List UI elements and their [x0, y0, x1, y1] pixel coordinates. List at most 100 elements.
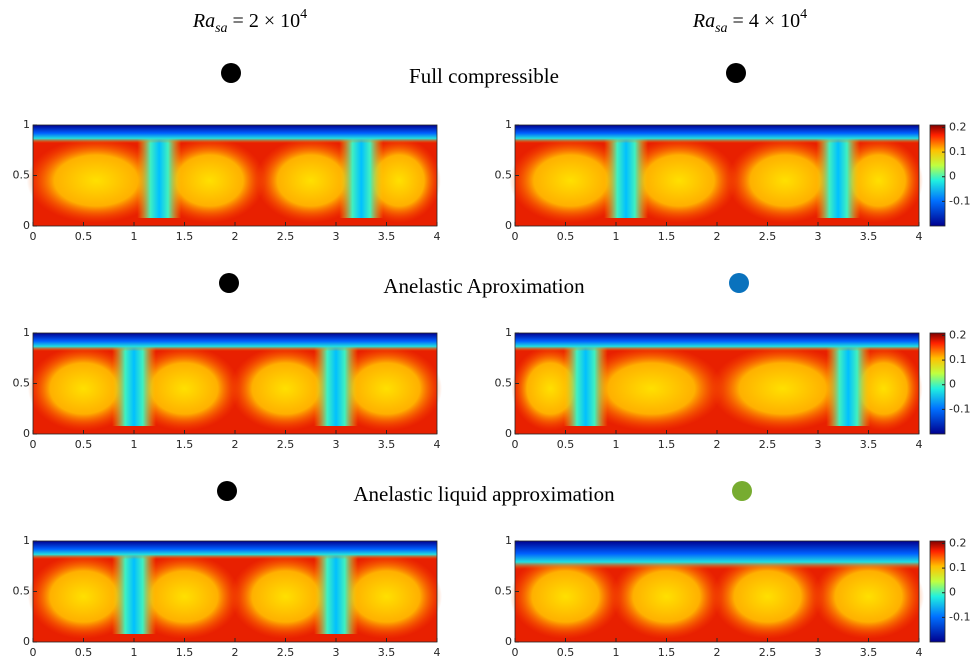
colorbar-tick-label: 0 — [949, 586, 956, 599]
x-tick-label: 4 — [434, 438, 441, 451]
header-part: = 2 × 10 — [228, 10, 301, 32]
colorbar-tick-label: 0 — [949, 378, 956, 391]
heatmap — [26, 125, 441, 226]
colorbar-tick-label: -0.1 — [949, 610, 970, 623]
roll — [26, 138, 166, 223]
x-tick-label: 2.5 — [277, 646, 295, 659]
roll — [579, 346, 724, 431]
x-tick-label: 3.5 — [860, 438, 878, 451]
x-tick-label: 0 — [30, 438, 37, 451]
roll — [812, 554, 925, 639]
y-tick-label: 0 — [505, 427, 512, 440]
x-tick-label: 3.5 — [860, 230, 878, 243]
roll — [330, 346, 443, 431]
x-tick-label: 0 — [30, 230, 37, 243]
y-tick-label: 0 — [23, 635, 30, 648]
colorbar — [929, 124, 946, 227]
x-tick-label: 3.5 — [378, 438, 396, 451]
top-band — [33, 541, 437, 559]
roll — [509, 554, 622, 639]
x-tick-label: 4 — [434, 646, 441, 659]
y-tick-label: 0 — [505, 219, 512, 232]
roll — [610, 554, 723, 639]
x-tick-label: 3 — [333, 230, 340, 243]
marker-dot — [732, 481, 752, 501]
roll — [27, 346, 140, 431]
header-part: Ra — [192, 10, 215, 32]
x-tick-label: 1.5 — [658, 230, 676, 243]
x-tick-label: 0.5 — [75, 438, 93, 451]
x-tick-label: 1 — [131, 438, 138, 451]
x-tick-label: 2 — [232, 230, 239, 243]
row-title: Anelastic liquid approximation — [353, 482, 615, 506]
roll — [255, 138, 367, 223]
heatmap — [27, 541, 443, 642]
colorbar-tick-label: 0.1 — [949, 145, 967, 158]
roll — [229, 554, 342, 639]
x-tick-label: 1.5 — [176, 438, 194, 451]
x-tick-label: 1 — [131, 646, 138, 659]
x-tick-label: 1 — [613, 646, 620, 659]
colorbar-tick-label: 0.2 — [949, 328, 967, 341]
x-tick-label: 0.5 — [75, 230, 93, 243]
x-tick-label: 3 — [333, 438, 340, 451]
y-tick-label: 0 — [23, 219, 30, 232]
roll — [154, 138, 266, 223]
y-tick-label: 1 — [23, 326, 30, 339]
x-tick-label: 3 — [815, 230, 822, 243]
x-tick-label: 3.5 — [860, 646, 878, 659]
header-part: 4 — [800, 7, 807, 22]
x-tick-label: 1 — [613, 438, 620, 451]
x-tick-label: 0 — [512, 646, 519, 659]
roll — [711, 554, 824, 639]
y-tick-label: 0.5 — [13, 585, 31, 598]
colorbar-tick-label: -0.1 — [949, 402, 970, 415]
y-tick-label: 0.5 — [495, 169, 513, 182]
y-tick-label: 1 — [505, 118, 512, 131]
marker-dot — [729, 273, 749, 293]
x-tick-label: 4 — [916, 230, 923, 243]
top-band — [33, 333, 437, 351]
marker-dot — [726, 63, 746, 83]
colorbar-tick-label: 0.2 — [949, 536, 967, 549]
roll — [330, 554, 443, 639]
header-part: sa — [715, 21, 727, 36]
marker-dot — [221, 63, 241, 83]
roll — [509, 138, 632, 223]
heatmap — [27, 333, 443, 434]
roll — [620, 138, 738, 223]
top-band — [515, 333, 919, 351]
x-tick-label: 3 — [333, 646, 340, 659]
x-tick-label: 0.5 — [557, 230, 575, 243]
y-tick-label: 0.5 — [495, 585, 513, 598]
x-tick-label: 2 — [232, 438, 239, 451]
x-tick-label: 1 — [613, 230, 620, 243]
x-tick-label: 0 — [512, 230, 519, 243]
y-tick-label: 1 — [505, 326, 512, 339]
x-tick-label: 2 — [714, 230, 721, 243]
colorbar-tick-label: 0.2 — [949, 120, 967, 133]
x-tick-label: 0 — [512, 438, 519, 451]
x-tick-label: 3 — [815, 438, 822, 451]
heatmap — [511, 333, 923, 434]
roll — [229, 346, 342, 431]
heatmap — [509, 541, 925, 642]
colorbar-tick-label: 0 — [949, 170, 956, 183]
colorbar-tick-label: 0.1 — [949, 561, 967, 574]
header-part: = 4 × 10 — [728, 10, 801, 32]
y-tick-label: 0.5 — [13, 377, 31, 390]
row-title: Anelastic Aproximation — [383, 274, 585, 298]
x-tick-label: 2.5 — [759, 230, 777, 243]
y-tick-label: 0.5 — [13, 169, 31, 182]
y-tick-label: 1 — [23, 118, 30, 131]
roll — [726, 138, 844, 223]
x-tick-label: 0.5 — [557, 646, 575, 659]
x-tick-label: 1.5 — [176, 230, 194, 243]
x-tick-label: 3 — [815, 646, 822, 659]
x-tick-label: 1.5 — [658, 438, 676, 451]
x-tick-label: 1.5 — [658, 646, 676, 659]
x-tick-label: 2 — [232, 646, 239, 659]
x-tick-label: 4 — [916, 646, 923, 659]
x-tick-label: 2.5 — [277, 438, 295, 451]
